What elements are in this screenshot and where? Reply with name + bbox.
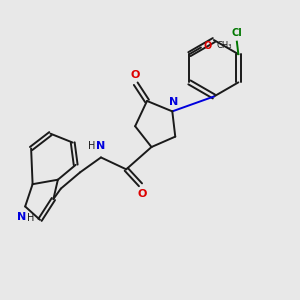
Text: N: N [17, 212, 26, 222]
Text: H: H [88, 141, 95, 151]
Text: Cl: Cl [232, 28, 242, 38]
Text: H: H [27, 213, 35, 223]
Text: CH₃: CH₃ [217, 41, 232, 50]
Text: O: O [137, 189, 147, 199]
Text: N: N [169, 97, 178, 107]
Text: O: O [204, 41, 212, 51]
Text: N: N [96, 142, 106, 152]
Text: O: O [130, 70, 140, 80]
